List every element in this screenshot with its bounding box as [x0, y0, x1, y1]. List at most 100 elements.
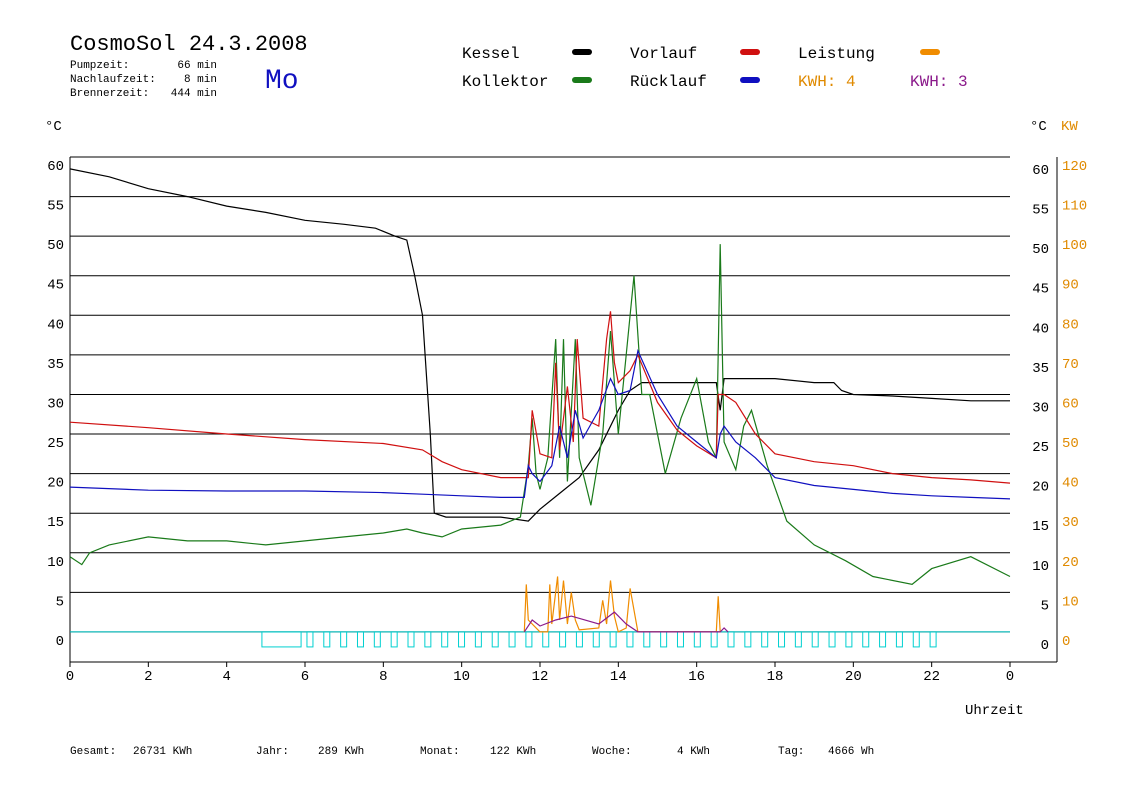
x-tick-label: 14 [610, 669, 627, 685]
y-tick-label: 50 [47, 238, 64, 254]
y-tick-label: 30 [47, 396, 64, 412]
info-value: 66 min [177, 60, 217, 72]
y2-tick-label: 50 [1062, 436, 1079, 452]
y-tick-label: 0 [56, 634, 64, 650]
pump-block [912, 631, 920, 648]
x-tick-label: 0 [66, 669, 74, 685]
x-axis-label: Uhrzeit [965, 703, 1024, 719]
pump-block [676, 631, 684, 648]
pump-block [828, 631, 836, 648]
pump-block [592, 631, 600, 648]
pump-block [575, 631, 583, 648]
total-value: 289 KWh [318, 746, 364, 758]
y2-tick-label: 80 [1062, 317, 1079, 333]
x-tick-label: 0 [1006, 669, 1014, 685]
y2-tick-label: 20 [1062, 555, 1079, 571]
total-label: Gesamt: [70, 746, 116, 758]
total-value: 122 KWh [490, 746, 536, 758]
y-tick-label-right: 55 [1032, 203, 1049, 219]
y-tick-label: 60 [47, 159, 64, 175]
pump-block [323, 631, 331, 648]
pump-block [710, 631, 718, 648]
pump-block [660, 631, 668, 648]
y2-tick-label: 40 [1062, 476, 1079, 492]
legend-marker [920, 49, 940, 55]
pump-block [879, 631, 887, 648]
x-tick-label: 20 [845, 669, 862, 685]
pump-block [929, 631, 937, 648]
y-tick-label: 25 [47, 436, 64, 452]
x-tick-label: 2 [144, 669, 152, 685]
pump-block [643, 631, 651, 648]
y-tick-label-right: 45 [1032, 282, 1049, 298]
series-line [523, 576, 721, 633]
y-tick-label: 10 [47, 555, 64, 571]
pump-block [542, 631, 550, 648]
y2-tick-label: 110 [1062, 199, 1087, 215]
y-unit: °C [45, 119, 62, 135]
y2-tick-label: 10 [1062, 594, 1079, 610]
legend-marker [740, 77, 760, 83]
y-tick-label-right: 0 [1041, 638, 1049, 654]
y2-tick-label: 120 [1062, 159, 1087, 175]
pump-block [407, 631, 415, 648]
total-label: Woche: [592, 746, 632, 758]
y-tick-label: 35 [47, 357, 64, 373]
y2-tick-label: 30 [1062, 515, 1079, 531]
legend-label: Kessel [462, 45, 520, 63]
pump-block [727, 631, 735, 648]
info-value: 8 min [184, 74, 217, 86]
y2-tick-label: 70 [1062, 357, 1079, 373]
y-tick-label-right: 10 [1032, 559, 1049, 575]
x-tick-label: 8 [379, 669, 387, 685]
pump-block [609, 631, 617, 648]
legend-label: Kollektor [462, 73, 548, 91]
series-line [69, 244, 1011, 586]
pump-block [340, 631, 348, 648]
y-tick-label-right: 25 [1032, 440, 1049, 456]
pump-block [508, 631, 516, 648]
y2-unit: KW [1061, 119, 1078, 135]
y2-tick-label: 60 [1062, 396, 1079, 412]
y-tick-label-right: 60 [1032, 163, 1049, 179]
total-value: 4666 Wh [828, 746, 874, 758]
legend-marker [572, 49, 592, 55]
info-label: Brennerzeit: [70, 88, 149, 100]
pump-block [895, 631, 903, 648]
y-tick-label: 15 [47, 515, 64, 531]
legend-label: Leistung [798, 45, 875, 63]
series-line [69, 348, 1011, 500]
total-label: Monat: [420, 746, 460, 758]
y-tick-label: 5 [56, 594, 64, 610]
pump-block [862, 631, 870, 648]
y-tick-label-right: 20 [1032, 480, 1049, 496]
info-label: Pumpzeit: [70, 60, 129, 72]
total-label: Jahr: [256, 746, 289, 758]
info-label: Nachlaufzeit: [70, 74, 156, 86]
x-tick-label: 12 [532, 669, 549, 685]
x-tick-label: 6 [301, 669, 309, 685]
y-tick-label: 40 [47, 317, 64, 333]
pump-block [474, 631, 482, 648]
total-value: 4 KWh [677, 746, 710, 758]
pump-block [845, 631, 853, 648]
pump-block [794, 631, 802, 648]
pump-block [424, 631, 432, 648]
x-tick-label: 4 [222, 669, 230, 685]
y-tick-label-right: 5 [1041, 598, 1049, 614]
y-tick-label: 45 [47, 278, 64, 294]
series-line [69, 311, 1011, 484]
pump-block [356, 631, 364, 648]
pump-block [491, 631, 499, 648]
kwh-label: KWH: 4 [798, 73, 856, 91]
pump-block [761, 631, 769, 648]
chart-title: CosmoSol 24.3.2008 [70, 32, 308, 57]
pump-block [441, 631, 449, 648]
y2-tick-label: 100 [1062, 238, 1087, 254]
pump-block [525, 631, 533, 648]
kwh-label: KWH: 3 [910, 73, 968, 91]
total-value: 26731 KWh [133, 746, 192, 758]
info-value: 444 min [171, 88, 217, 100]
y2-tick-label: 90 [1062, 278, 1079, 294]
legend-marker [572, 77, 592, 83]
